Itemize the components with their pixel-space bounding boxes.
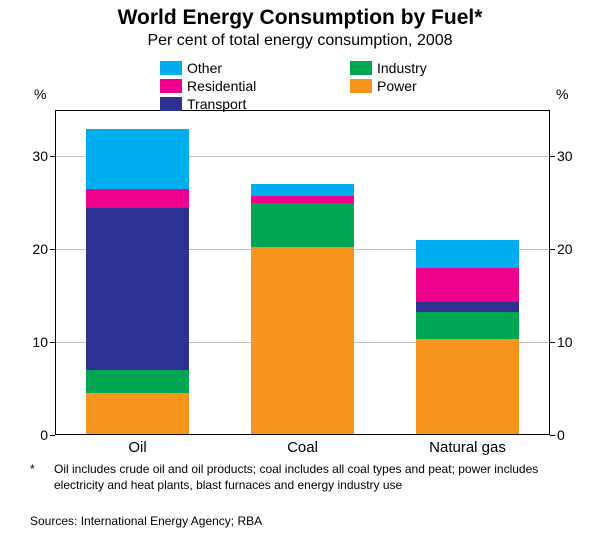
footnote-text: Oil includes crude oil and oil products;…	[54, 462, 569, 493]
legend: Other Industry Residential Power Transport	[160, 60, 540, 112]
bar-segment-power	[86, 393, 188, 435]
legend-swatch	[160, 61, 182, 75]
category-label: Natural gas	[385, 439, 550, 456]
legend-swatch	[350, 79, 372, 93]
bar-segment-residential	[416, 268, 518, 302]
bar-stack	[86, 129, 188, 435]
sources-label: Sources:	[30, 514, 77, 528]
ytick-label-left: 20	[20, 241, 48, 257]
bar-segment-other	[416, 240, 518, 268]
plot-area	[55, 110, 550, 435]
footnote: *Oil includes crude oil and oil products…	[30, 462, 575, 493]
bar-segment-transport	[416, 302, 518, 311]
legend-swatch	[350, 61, 372, 75]
ytick-label-left: 30	[20, 148, 48, 164]
bar-stack	[416, 240, 518, 435]
ytick-label-right: 10	[557, 334, 585, 350]
category-label: Oil	[55, 439, 220, 456]
bar-segment-residential	[86, 189, 188, 208]
legend-label: Transport	[187, 96, 246, 112]
chart-title: World Energy Consumption by Fuel*	[0, 0, 600, 30]
legend-item-other: Other	[160, 60, 340, 76]
tick-left	[50, 249, 55, 250]
legend-label: Other	[187, 60, 222, 76]
category-label: Coal	[220, 439, 385, 456]
legend-label: Residential	[187, 78, 256, 94]
tick-left	[50, 435, 55, 436]
chart-container: World Energy Consumption by Fuel* Per ce…	[0, 0, 600, 558]
bar-segment-other	[251, 184, 353, 196]
tick-right	[550, 435, 555, 436]
bar-segment-power	[251, 247, 353, 436]
bar-segment-power	[416, 339, 518, 435]
ytick-label-right: 20	[557, 241, 585, 257]
bar-segment-industry	[86, 370, 188, 393]
chart-subtitle: Per cent of total energy consumption, 20…	[0, 32, 600, 50]
footnote-marker: *	[30, 462, 54, 478]
legend-item-transport: Transport	[160, 96, 340, 112]
legend-label: Power	[377, 78, 417, 94]
ytick-label-right: 0	[557, 427, 585, 443]
tick-right	[550, 249, 555, 250]
y-axis-label-right: %	[556, 86, 568, 102]
ytick-label-right: 30	[557, 148, 585, 164]
tick-right	[550, 156, 555, 157]
bar-segment-industry	[251, 203, 353, 247]
y-axis-label-left: %	[34, 86, 46, 102]
legend-swatch	[160, 97, 182, 111]
legend-label: Industry	[377, 60, 427, 76]
legend-item-power: Power	[350, 78, 530, 94]
legend-item-industry: Industry	[350, 60, 530, 76]
legend-item-residential: Residential	[160, 78, 340, 94]
sources: Sources: International Energy Agency; RB…	[30, 514, 575, 530]
bar-segment-industry	[416, 312, 518, 340]
bar-stack	[251, 184, 353, 435]
tick-left	[50, 342, 55, 343]
legend-swatch	[160, 79, 182, 93]
ytick-label-left: 0	[20, 427, 48, 443]
ytick-label-left: 10	[20, 334, 48, 350]
tick-right	[550, 342, 555, 343]
bar-segment-other	[86, 129, 188, 189]
sources-text: International Energy Agency; RBA	[81, 514, 262, 528]
tick-left	[50, 156, 55, 157]
bar-segment-transport	[86, 208, 188, 371]
